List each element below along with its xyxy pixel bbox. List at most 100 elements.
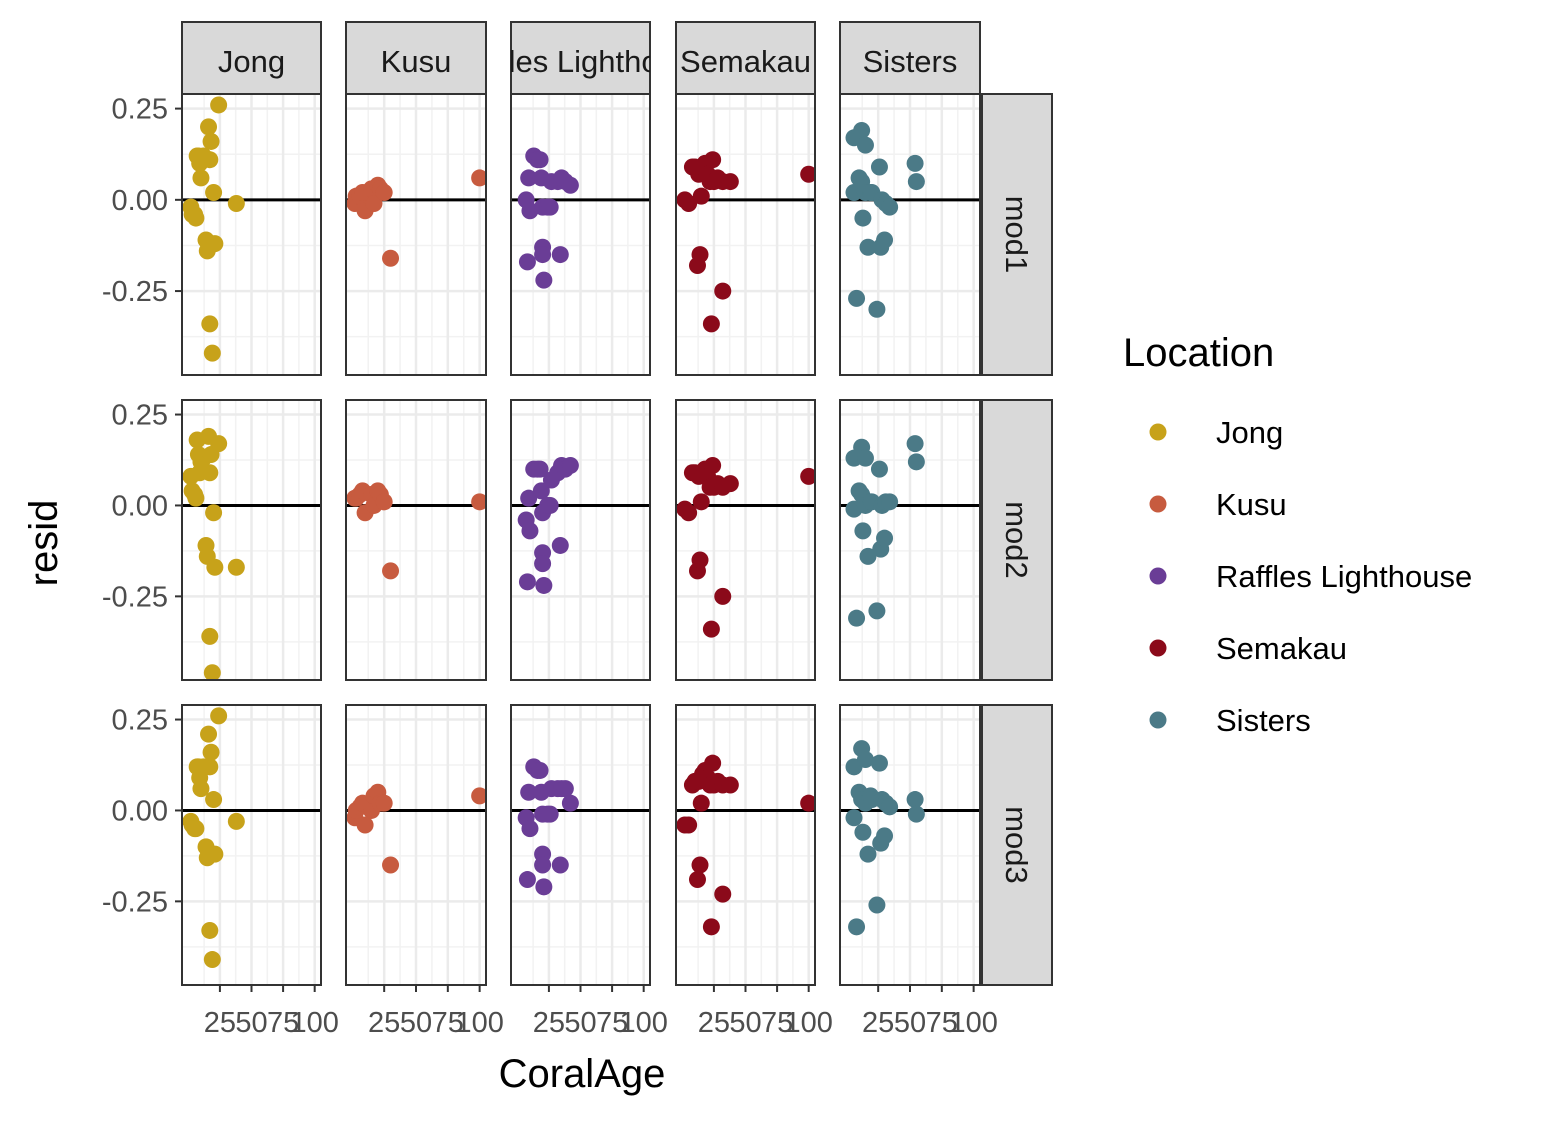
panel-border bbox=[675, 399, 816, 681]
data-point-jong bbox=[205, 184, 223, 202]
legend-label: Sisters bbox=[1216, 703, 1311, 738]
data-point-jong bbox=[210, 435, 228, 453]
panel-content bbox=[182, 94, 321, 375]
data-point-semakau bbox=[714, 282, 732, 300]
panels-layer bbox=[181, 93, 981, 986]
panel-content bbox=[840, 94, 980, 375]
data-point-sisters bbox=[848, 289, 866, 307]
x-tick-label: 25 bbox=[204, 1007, 236, 1039]
data-point-jong bbox=[203, 664, 221, 680]
x-tick-label: 100 bbox=[290, 1007, 338, 1039]
x-axis-title: CoralAge bbox=[499, 1052, 666, 1096]
data-point-sisters bbox=[854, 209, 872, 227]
data-point-sisters bbox=[853, 121, 871, 139]
data-point-raffles-lighthouse bbox=[531, 460, 549, 478]
data-point-semakau bbox=[680, 194, 698, 212]
panel-mod1-kusu bbox=[345, 93, 487, 376]
data-point-jong bbox=[205, 504, 223, 522]
data-point-sisters bbox=[906, 435, 924, 453]
y-tick-label: 0.25 bbox=[112, 705, 168, 737]
data-point-raffles-lighthouse bbox=[535, 576, 553, 594]
data-point-sisters bbox=[845, 809, 863, 827]
data-point-sisters bbox=[907, 173, 925, 191]
strip-background bbox=[839, 21, 981, 95]
x-tick-label: 75 bbox=[432, 1007, 464, 1039]
data-point-kusu bbox=[382, 562, 400, 580]
x-tick-label: 100 bbox=[619, 1007, 667, 1039]
data-point-jong bbox=[201, 921, 219, 939]
x-tick-label: 25 bbox=[862, 1007, 894, 1039]
panel-content bbox=[182, 705, 321, 985]
panel-mod1-jong bbox=[181, 93, 322, 376]
data-point-jong bbox=[200, 118, 218, 136]
data-point-jong bbox=[202, 743, 220, 761]
data-point-raffles-lighthouse bbox=[561, 794, 579, 812]
y-tick-label: 0.00 bbox=[112, 795, 168, 827]
panel-mod3-sisters bbox=[839, 704, 981, 986]
panel-mod1-sisters bbox=[839, 93, 981, 376]
strip-label: mod3 bbox=[999, 806, 1034, 884]
data-point-raffles-lighthouse bbox=[534, 555, 552, 573]
data-point-jong bbox=[203, 951, 221, 969]
data-point-semakau bbox=[692, 794, 710, 812]
panel-mod3-kusu bbox=[345, 704, 487, 986]
legend-swatch bbox=[1149, 423, 1167, 441]
data-point-raffles-lighthouse bbox=[541, 496, 559, 514]
data-point-raffles-lighthouse bbox=[556, 780, 574, 798]
column-strip-raffles-lighthouse: Raffles Lighthouse bbox=[510, 21, 651, 95]
data-point-sisters bbox=[876, 231, 894, 249]
data-point-semakau bbox=[691, 246, 709, 264]
y-axis-mod3: 0.25 0.00 -0.25 bbox=[102, 705, 182, 918]
data-point-raffles-lighthouse bbox=[520, 169, 538, 187]
legend-title: Location bbox=[1123, 331, 1274, 375]
strip-label: Jong bbox=[218, 44, 285, 79]
data-point-semakau bbox=[721, 776, 739, 794]
y-axis-mod1: 0.25 0.00 -0.25 bbox=[102, 94, 182, 308]
legend-label: Raffles Lighthouse bbox=[1216, 559, 1472, 594]
x-tick-label: 50 bbox=[235, 1007, 267, 1039]
y-tick-label: 0.25 bbox=[112, 94, 168, 126]
panel-content bbox=[346, 94, 486, 375]
data-point-jong bbox=[206, 558, 224, 576]
data-point-kusu bbox=[375, 794, 393, 812]
data-point-sisters bbox=[906, 154, 924, 172]
panel-content bbox=[511, 400, 650, 680]
panel-mod2-semakau bbox=[675, 399, 816, 681]
data-point-sisters bbox=[854, 522, 872, 540]
x-tick-label: 75 bbox=[761, 1007, 793, 1039]
data-point-jong bbox=[187, 489, 205, 507]
data-point-kusu bbox=[382, 249, 400, 267]
legend-swatch bbox=[1149, 495, 1167, 513]
data-point-kusu bbox=[471, 787, 486, 805]
x-tick-label: 25 bbox=[698, 1007, 730, 1039]
x-tick-label: 75 bbox=[267, 1007, 299, 1039]
data-point-semakau bbox=[800, 794, 815, 812]
data-point-jong bbox=[192, 169, 210, 187]
panel-content bbox=[676, 705, 815, 985]
data-point-semakau bbox=[721, 173, 739, 191]
data-point-raffles-lighthouse bbox=[521, 522, 539, 540]
x-tick-label: 50 bbox=[729, 1007, 761, 1039]
legend-label: Kusu bbox=[1216, 487, 1287, 522]
data-point-sisters bbox=[906, 791, 924, 809]
row-strip-mod3: mod3 bbox=[981, 704, 1053, 986]
panel-mod1-semakau bbox=[675, 93, 816, 376]
data-point-raffles-lighthouse bbox=[518, 573, 536, 591]
panel-mod2-raffles-lighthouse bbox=[510, 399, 651, 681]
data-point-kusu bbox=[375, 184, 393, 202]
data-point-jong bbox=[200, 725, 218, 743]
panel-content bbox=[676, 94, 815, 375]
y-axis-mod2: 0.25 0.00 -0.25 bbox=[102, 400, 182, 613]
legend-item-semakau: Semakau bbox=[1149, 631, 1347, 666]
legend-label: Semakau bbox=[1216, 631, 1347, 666]
data-point-sisters bbox=[856, 136, 874, 154]
data-point-raffles-lighthouse bbox=[551, 246, 569, 264]
data-point-jong bbox=[201, 315, 219, 333]
x-tick-label: 75 bbox=[596, 1007, 628, 1039]
data-point-kusu bbox=[356, 816, 374, 834]
panel-border bbox=[181, 399, 322, 681]
data-point-jong bbox=[201, 627, 219, 645]
strip-label: Sisters bbox=[863, 44, 958, 79]
